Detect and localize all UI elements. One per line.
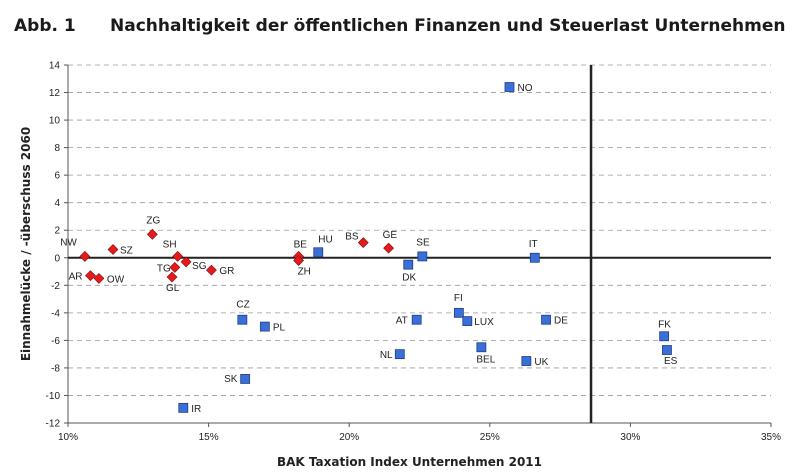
y-tick-label: 12 <box>49 88 61 99</box>
point-label-zh: ZH <box>298 267 311 278</box>
data-point-lux <box>462 316 473 327</box>
x-tick-label: 10% <box>58 432 78 443</box>
data-point-fk <box>659 331 670 342</box>
data-point-dk <box>403 259 414 270</box>
point-label-sk: SK <box>224 374 238 385</box>
point-label-tg: TG <box>157 263 171 274</box>
data-point-sz <box>107 244 119 255</box>
point-label-sz: SZ <box>120 246 133 257</box>
point-label-ir: IR <box>191 404 201 415</box>
figure-label: Abb. 1 <box>14 16 76 36</box>
y-tick-label: 10 <box>49 116 61 127</box>
data-point-nl <box>394 349 405 360</box>
data-point-it <box>529 252 540 263</box>
point-label-ow: OW <box>107 274 125 285</box>
data-point-uk <box>521 356 532 366</box>
data-point-gl <box>166 271 178 283</box>
y-tick-label: -2 <box>51 281 60 292</box>
data-point-ar <box>85 270 96 282</box>
y-tick-label: 8 <box>54 143 60 154</box>
data-point-no <box>504 82 515 92</box>
x-tick-label: 25% <box>480 432 500 443</box>
y-tick-label: 0 <box>54 253 60 264</box>
data-point-tg <box>169 261 181 273</box>
data-point-nw <box>79 250 91 262</box>
point-label-zg: ZG <box>146 215 160 226</box>
data-point-hu <box>313 247 324 258</box>
point-label-se: SE <box>416 237 430 248</box>
x-tick-label: 30% <box>620 432 640 443</box>
point-label-bel: BEL <box>476 354 495 365</box>
y-axis-title: Einnahmelücke / -überschuss 2060 <box>19 127 33 361</box>
x-tick-label: 35% <box>761 432 781 443</box>
point-label-gr: GR <box>219 266 234 277</box>
point-label-es: ES <box>664 356 678 367</box>
point-label-nw: NW <box>60 237 77 248</box>
data-point-cz <box>237 314 248 325</box>
y-tick-label: -10 <box>46 391 61 402</box>
data-point-ow <box>93 272 105 284</box>
point-label-gl: GL <box>166 283 180 294</box>
point-label-hu: HU <box>318 234 332 245</box>
y-tick-label: -8 <box>51 363 60 374</box>
point-label-sg: SG <box>192 261 207 272</box>
point-label-uk: UK <box>534 357 548 368</box>
data-point-at <box>411 314 422 325</box>
point-label-dk: DK <box>402 273 416 284</box>
point-label-lux: LUX <box>474 317 494 328</box>
y-tick-label: -6 <box>51 336 60 347</box>
point-label-no: NO <box>517 83 532 94</box>
point-label-fi: FI <box>454 293 463 304</box>
data-point-ir <box>178 402 189 413</box>
data-point-es <box>662 345 672 355</box>
point-label-sh: SH <box>163 239 177 250</box>
data-point-ge <box>383 242 394 254</box>
x-axis-title: BAK Taxation Index Unternehmen 2011 <box>277 455 542 469</box>
point-label-fk: FK <box>658 319 671 330</box>
x-tick-label: 15% <box>199 432 219 443</box>
y-tick-label: 6 <box>54 171 60 182</box>
data-point-sg <box>180 256 192 268</box>
data-point-fi <box>453 307 464 318</box>
data-point-se <box>417 251 428 262</box>
y-tick-label: 14 <box>49 61 61 72</box>
point-label-be: BE <box>294 239 308 250</box>
point-label-pl: PL <box>273 323 286 334</box>
point-label-it: IT <box>529 239 538 250</box>
point-label-ar: AR <box>69 272 83 283</box>
point-label-at: AT <box>396 316 408 327</box>
data-point-de <box>541 314 551 325</box>
data-point-zh <box>293 255 305 266</box>
y-tick-label: 4 <box>54 198 60 209</box>
data-point-pl <box>259 321 270 332</box>
x-tick-label: 20% <box>339 432 359 443</box>
chart-title: Nachhaltigkeit der öffentlichen Finanzen… <box>110 16 786 36</box>
point-label-nl: NL <box>380 350 393 361</box>
point-label-de: DE <box>554 316 568 327</box>
point-label-bs: BS <box>345 232 359 243</box>
data-point-sh <box>172 250 184 262</box>
data-point-bs <box>357 237 369 249</box>
y-tick-label: -4 <box>51 308 60 319</box>
point-label-ge: GE <box>383 230 398 241</box>
point-label-cz: CZ <box>236 300 249 311</box>
chart-header: Abb. 1 Nachhaltigkeit der öffentlichen Fi… <box>14 16 786 36</box>
y-tick-label: -12 <box>46 419 61 430</box>
data-point-zg <box>146 228 158 240</box>
data-point-sk <box>240 374 251 384</box>
data-point-gr <box>205 264 217 276</box>
y-tick-label: 2 <box>54 226 60 237</box>
data-point-bel <box>476 342 487 353</box>
